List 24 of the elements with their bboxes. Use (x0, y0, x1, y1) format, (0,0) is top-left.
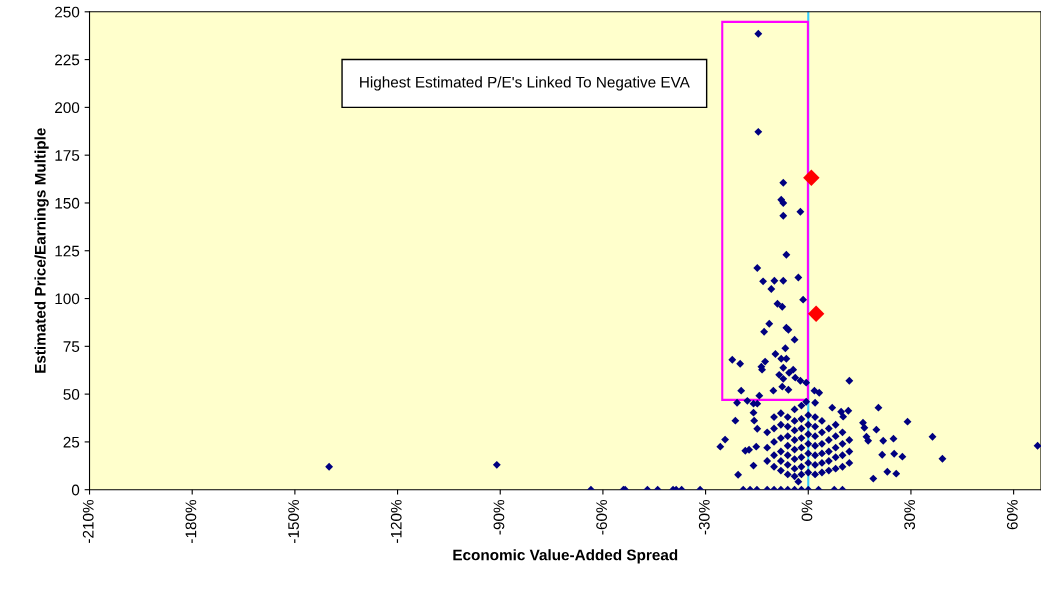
y-tick-label: 150 (55, 197, 80, 209)
x-tick-label: 30% (904, 499, 916, 530)
x-tick-label: -90% (493, 499, 505, 535)
y-tick-label: 250 (55, 6, 80, 18)
x-axis-title: Economic Value-Added Spread (453, 549, 678, 564)
y-tick-label: 100 (55, 293, 80, 305)
y-tick-label: 225 (55, 54, 80, 66)
y-tick-label: 175 (55, 150, 80, 161)
x-tick-label: 0% (801, 499, 813, 521)
y-tick-label: 125 (55, 245, 80, 257)
annotation: Highest Estimated P/E's Linked To Negative EVA (360, 76, 690, 91)
y-tick-label: 25 (63, 436, 80, 448)
y-tick-label: 50 (63, 388, 80, 400)
x-tick-label: -60% (596, 499, 608, 535)
y-tick-label: 0 (71, 484, 80, 496)
x-tick-label: -150% (288, 499, 299, 543)
y-axis-title: Estimated Price/Earnings Multiple (34, 128, 49, 373)
x-tick-label: -120% (390, 499, 402, 543)
x-tick-label: -210% (82, 499, 94, 543)
x-tick-label: 60% (1006, 499, 1018, 530)
y-tick-label: 200 (55, 102, 80, 114)
x-tick-label: -30% (698, 499, 710, 535)
x-tick-label: -180% (185, 499, 197, 543)
y-tick-label: 75 (63, 341, 80, 353)
